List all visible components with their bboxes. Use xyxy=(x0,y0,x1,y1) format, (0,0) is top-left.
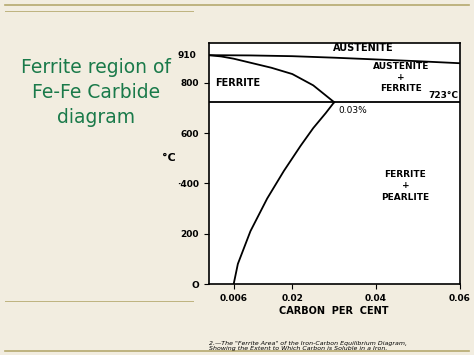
Text: 2.—The "Ferrite Area" of the Iron-Carbon Equilibrium Diagram,
Showing the Extent: 2.—The "Ferrite Area" of the Iron-Carbon… xyxy=(209,341,407,351)
Text: 723°C: 723°C xyxy=(428,91,458,100)
Y-axis label: °C: °C xyxy=(162,153,175,163)
Text: Ferrite region of
Fe-Fe Carbide
diagram: Ferrite region of Fe-Fe Carbide diagram xyxy=(21,58,171,127)
Text: FERRITE: FERRITE xyxy=(215,78,260,88)
X-axis label: CARBON  PER  CENT: CARBON PER CENT xyxy=(279,306,389,316)
Text: 0.03%: 0.03% xyxy=(338,106,367,115)
Text: FERRITE
+
PEARLITE: FERRITE + PEARLITE xyxy=(381,170,429,202)
Text: 910: 910 xyxy=(177,51,196,60)
Text: AUSTENITE: AUSTENITE xyxy=(333,43,394,53)
Text: AUSTENITE
+
FERRITE: AUSTENITE + FERRITE xyxy=(373,62,429,93)
